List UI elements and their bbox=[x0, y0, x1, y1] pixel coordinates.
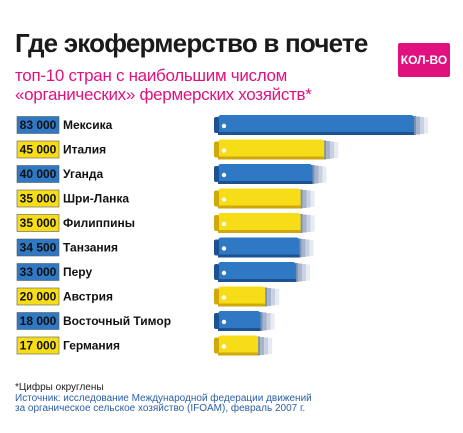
bar-tail-7 bbox=[263, 287, 280, 307]
value-box-4 bbox=[16, 214, 60, 232]
source-line-2: за органическое сельское хозяйство (IFOA… bbox=[15, 403, 306, 414]
bar-cap-9 bbox=[214, 337, 219, 354]
bar-tail-8 bbox=[258, 312, 275, 331]
category-label-6: Перу bbox=[63, 265, 92, 279]
value-label-6: 33 000 bbox=[20, 265, 57, 279]
bar-1 bbox=[218, 139, 325, 160]
bar-cap-5 bbox=[214, 239, 219, 256]
bar-dot-3 bbox=[221, 197, 227, 202]
unit-badge: КОЛ-ВО bbox=[398, 43, 450, 77]
bar-shade-6 bbox=[218, 279, 296, 282]
category-label-4: Филиппины bbox=[63, 216, 135, 230]
value-box-6 bbox=[16, 263, 60, 281]
bar-shade-4 bbox=[218, 230, 301, 233]
bar-8 bbox=[218, 311, 261, 331]
bar-shade-3 bbox=[218, 205, 301, 209]
category-label-5: Танзания bbox=[63, 241, 118, 255]
bar-9 bbox=[218, 335, 259, 356]
value-box-9 bbox=[16, 336, 60, 355]
bar-dot-9 bbox=[221, 344, 227, 349]
value-label-5: 34 500 bbox=[20, 241, 57, 255]
bar-shade-7 bbox=[218, 303, 266, 307]
bar-cap-1 bbox=[214, 141, 219, 158]
category-label-1: Италия bbox=[63, 143, 106, 157]
bar-tail-2 bbox=[310, 165, 327, 184]
value-box-1 bbox=[16, 140, 60, 159]
value-label-4: 35 000 bbox=[20, 216, 57, 230]
bar-6 bbox=[218, 262, 296, 282]
bar-tail-1 bbox=[322, 140, 339, 160]
value-box-8 bbox=[16, 312, 60, 330]
value-label-1: 45 000 bbox=[20, 143, 57, 157]
bar-7 bbox=[218, 286, 266, 307]
value-box-2 bbox=[16, 165, 60, 183]
bar-0 bbox=[218, 115, 414, 135]
bar-cap-4 bbox=[214, 215, 219, 231]
bar-dot-5 bbox=[221, 246, 227, 251]
bar-cap-6 bbox=[214, 264, 219, 280]
bar-tail-0 bbox=[412, 116, 428, 135]
bar-tail-6 bbox=[293, 263, 310, 282]
value-label-9: 17 000 bbox=[20, 339, 57, 353]
bar-dot-0 bbox=[221, 123, 227, 129]
value-label-3: 35 000 bbox=[20, 192, 57, 206]
bar-dot-1 bbox=[221, 148, 227, 153]
value-box-5 bbox=[16, 238, 60, 257]
bar-dot-7 bbox=[221, 295, 227, 300]
category-label-9: Германия bbox=[63, 339, 120, 353]
bar-cap-0 bbox=[214, 117, 219, 133]
category-label-8: Восточный Тимор bbox=[63, 314, 171, 328]
bar-tail-9 bbox=[256, 336, 273, 356]
bar-3 bbox=[218, 188, 301, 209]
bar-cap-8 bbox=[214, 313, 219, 329]
category-label-2: Уганда bbox=[63, 167, 104, 181]
bar-shade-9 bbox=[218, 352, 259, 356]
value-label-2: 40 000 bbox=[20, 167, 57, 181]
value-box-7 bbox=[16, 287, 60, 306]
bar-shade-1 bbox=[218, 156, 325, 160]
subtitle-line-1: топ-10 стран с наибольшим числом bbox=[15, 66, 288, 85]
value-label-8: 18 000 bbox=[20, 314, 57, 328]
bar-4 bbox=[218, 213, 301, 233]
bar-cap-2 bbox=[214, 166, 219, 182]
page-title: Где экофермерство в почете bbox=[15, 28, 368, 58]
category-label-3: Шри-Ланка bbox=[63, 192, 129, 206]
bar-shade-0 bbox=[218, 132, 414, 135]
bar-dot-6 bbox=[221, 270, 227, 276]
bar-dot-4 bbox=[221, 221, 227, 227]
value-box-0 bbox=[16, 116, 60, 134]
bar-shade-8 bbox=[218, 328, 261, 331]
bar-tail-5 bbox=[297, 238, 314, 258]
bar-2 bbox=[218, 164, 313, 184]
category-label-7: Австрия bbox=[63, 290, 113, 304]
bar-tail-3 bbox=[298, 189, 315, 209]
source-line-1: Источник: исследование Международной фед… bbox=[15, 393, 312, 404]
bar-cap-3 bbox=[214, 190, 219, 207]
bar-tail-4 bbox=[298, 214, 315, 233]
value-label-7: 20 000 bbox=[20, 290, 57, 304]
bar-cap-7 bbox=[214, 288, 219, 305]
bar-5 bbox=[218, 237, 300, 258]
value-box-3 bbox=[16, 189, 60, 208]
category-label-0: Мексика bbox=[63, 118, 113, 132]
subtitle-line-2: «органических» фермерских хозяйств* bbox=[15, 85, 312, 104]
bar-dot-8 bbox=[221, 319, 227, 325]
bar-shade-5 bbox=[218, 254, 300, 258]
bar-shade-2 bbox=[218, 181, 313, 184]
bar-dot-2 bbox=[221, 172, 227, 178]
value-label-0: 83 000 bbox=[20, 118, 57, 132]
footnote: *Цифры округлены bbox=[15, 382, 104, 393]
